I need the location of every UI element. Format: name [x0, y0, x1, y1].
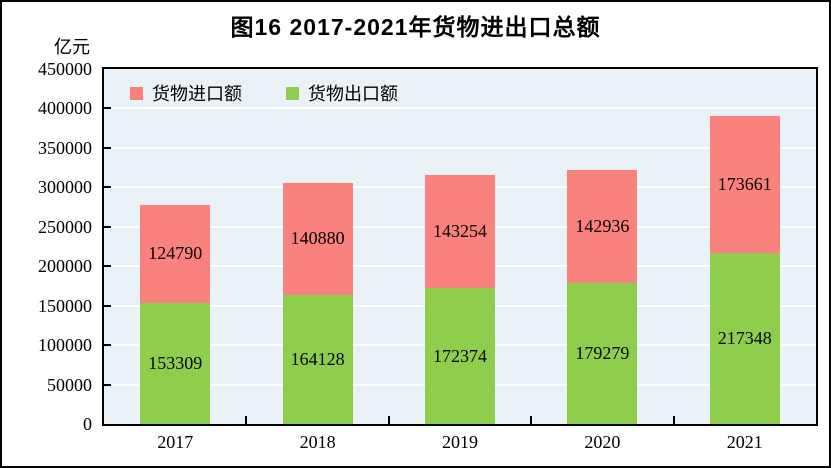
y-axis-tick [104, 265, 111, 268]
y-axis-tick [104, 186, 111, 189]
y-axis-tick-label: 250000 [38, 216, 92, 237]
y-axis-tick-label: 50000 [47, 374, 92, 395]
x-axis-label-2019: 2019 [441, 432, 478, 452]
bar-segment-2021-series-0: 217348 [709, 252, 780, 424]
y-axis-tick [104, 304, 111, 307]
bar-segment-2019-series-1: 143254 [425, 175, 495, 289]
y-axis-unit-label: 亿元 [54, 37, 90, 57]
gridline [104, 146, 816, 149]
bar-segment-2020-series-1: 142936 [567, 169, 638, 283]
bar-value-label: 142936 [575, 215, 630, 236]
y-axis-tick-label: 450000 [38, 59, 92, 79]
y-axis-tick [104, 383, 111, 386]
x-axis-tick [530, 416, 533, 424]
bar-value-label: 124790 [148, 243, 203, 264]
x-axis-tick [387, 416, 390, 424]
x-axis-tick [672, 416, 675, 424]
bar-value-label: 164128 [290, 348, 345, 369]
bar-value-label: 173661 [717, 173, 772, 194]
legend-swatch [286, 86, 299, 100]
bar-value-label: 140880 [290, 228, 345, 249]
x-axis-label-2017: 2017 [157, 432, 194, 452]
legend-label: 货物出口额 [308, 84, 398, 104]
y-axis-tick-label: 300000 [38, 177, 92, 198]
y-axis-tick-label: 400000 [38, 98, 92, 119]
bar-value-label: 172374 [433, 345, 487, 366]
legend-swatch [130, 86, 143, 100]
x-axis-tick [245, 416, 248, 424]
legend-item: 货物出口额 [286, 80, 398, 106]
bar-value-label: 179279 [575, 342, 630, 363]
bar-value-label: 217348 [717, 327, 772, 348]
x-axis-label-2020: 2020 [584, 432, 621, 452]
x-axis-label-2018: 2018 [299, 432, 336, 452]
y-axis-tick-label: 100000 [38, 335, 92, 356]
y-axis-tick-label: 0 [83, 414, 92, 434]
y-axis-tick [104, 225, 111, 228]
y-axis-tick-label: 350000 [38, 137, 92, 158]
gridline [104, 107, 816, 110]
y-axis-tick-label: 150000 [38, 295, 92, 316]
plot-area: 153309 124790 164128 140880 172374 143254 1792… [102, 67, 818, 426]
legend-item: 货物进口额 [130, 80, 242, 106]
y-axis-tick-label: 200000 [38, 256, 92, 277]
bar-segment-2018-series-0: 164128 [282, 294, 353, 424]
bar-segment-2017-series-1: 124790 [140, 204, 211, 304]
bar-value-label: 153309 [148, 353, 203, 374]
bar-segment-2017-series-0: 153309 [140, 303, 211, 424]
bar-segment-2018-series-1: 140880 [282, 183, 353, 295]
bar-segment-2020-series-0: 179279 [567, 282, 638, 424]
legend: 货物进口额 货物出口额 [130, 80, 398, 106]
y-axis-tick [104, 344, 111, 347]
legend-label: 货物进口额 [152, 84, 242, 104]
y-axis-tick [104, 107, 111, 110]
y-axis-tick [104, 146, 111, 149]
bar-value-label: 143254 [433, 221, 487, 242]
bar-segment-2021-series-1: 173661 [709, 115, 780, 253]
bar-segment-2019-series-0: 172374 [425, 288, 495, 424]
x-axis-label-2021: 2021 [726, 432, 763, 452]
chart-title: 图16 2017-2021年货物进出口总额 [230, 14, 601, 40]
